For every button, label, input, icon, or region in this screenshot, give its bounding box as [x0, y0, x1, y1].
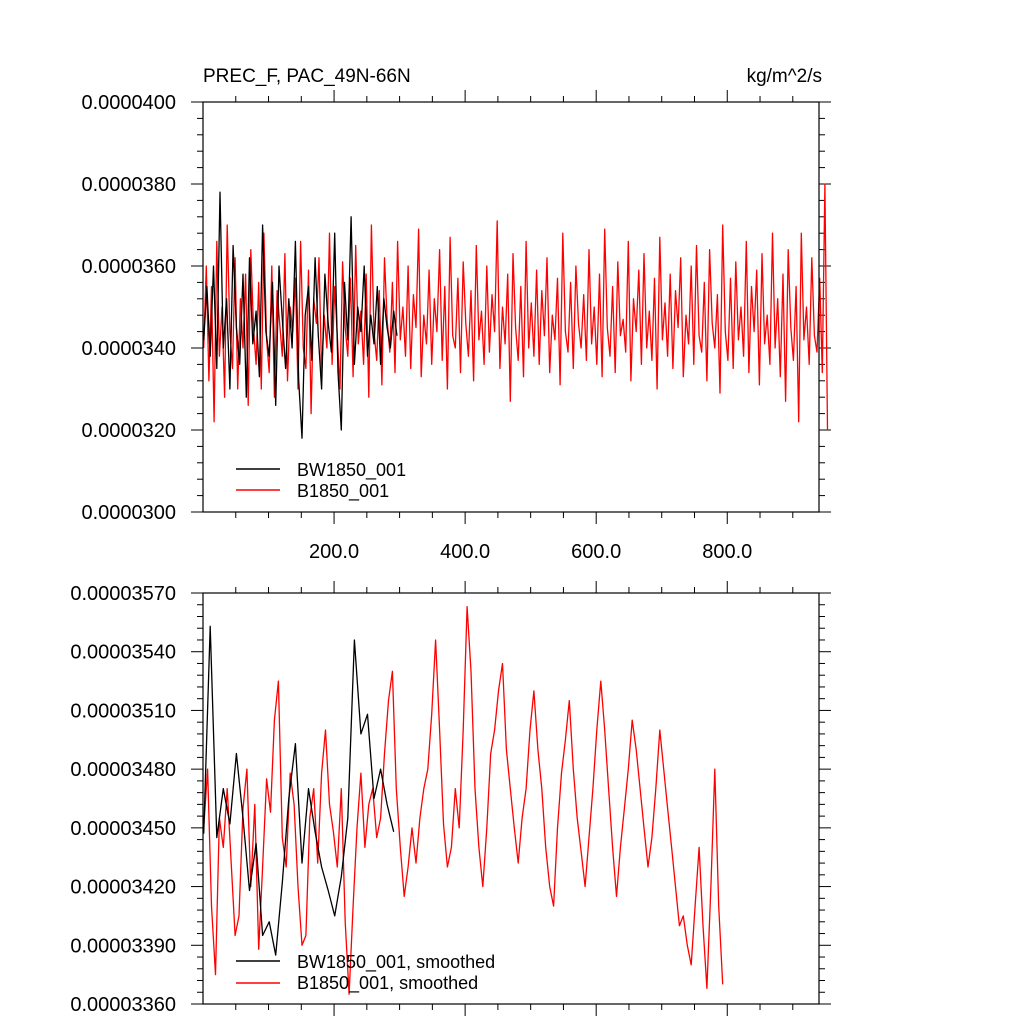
y-tick-label: 0.0000400 — [81, 92, 176, 114]
series-line-b1850 — [203, 606, 724, 995]
series-line-bw1850 — [203, 191, 398, 439]
legend-label-b1850: B1850_001 — [297, 481, 389, 502]
legend-label-b1850-smoothed: B1850_001, smoothed — [297, 973, 478, 994]
top-legend: BW1850_001 B1850_001 — [236, 460, 406, 502]
y-tick-label: 0.00003540 — [70, 642, 176, 664]
y-tick-label: 0.00003420 — [70, 877, 176, 899]
top-y-tick-labels: 0.0000300 0.0000320 0.0000340 0.0000360 0.00… — [81, 92, 176, 524]
y-tick-label: 0.0000360 — [81, 256, 176, 278]
y-tick-label: 0.00003510 — [70, 700, 176, 722]
top-x-tick-labels: 200.0 400.0 600.0 800.0 — [309, 541, 752, 563]
x-tick-label: 600.0 — [571, 541, 621, 563]
top-chart-title: PREC_F, PAC_49N-66N — [203, 66, 411, 87]
y-tick-label: 0.00003570 — [70, 583, 176, 605]
top-chart-units: kg/m^2/s — [747, 66, 822, 87]
legend-label-bw1850: BW1850_001 — [297, 460, 406, 481]
y-tick-label: 0.0000300 — [81, 502, 176, 524]
y-tick-label: 0.0000380 — [81, 174, 176, 196]
bottom-axis-ticks — [191, 581, 831, 1016]
series-line-b1850 — [203, 183, 829, 431]
legend-label-bw1850-smoothed: BW1850_001, smoothed — [297, 952, 495, 973]
bottom-panel: 0.00003360 0.00003390 0.00003420 0.00003450… — [70, 581, 831, 1016]
x-tick-label: 200.0 — [309, 541, 359, 563]
y-tick-label: 0.00003390 — [70, 935, 176, 957]
series-line-bw1850 — [203, 625, 395, 956]
bottom-y-tick-labels: 0.00003360 0.00003390 0.00003420 0.00003450… — [70, 583, 176, 1016]
y-tick-label: 0.0000320 — [81, 420, 176, 442]
top-panel: PREC_F, PAC_49N-66N kg/m^2/s 0.00003000.… — [81, 66, 831, 563]
bottom-series-lines — [203, 606, 724, 995]
bottom-plot-frame — [202, 592, 820, 1005]
y-tick-label: 0.0000340 — [81, 338, 176, 360]
bottom-legend: BW1850_001, smoothed B1850_001, smoothed — [236, 952, 495, 994]
top-plot-frame — [202, 101, 820, 513]
y-tick-label: 0.00003360 — [70, 994, 176, 1016]
y-tick-label: 0.00003480 — [70, 759, 176, 781]
x-tick-label: 800.0 — [702, 541, 752, 563]
top-series-lines — [203, 183, 829, 439]
x-tick-label: 400.0 — [440, 541, 490, 563]
y-tick-label: 0.00003450 — [70, 818, 176, 840]
